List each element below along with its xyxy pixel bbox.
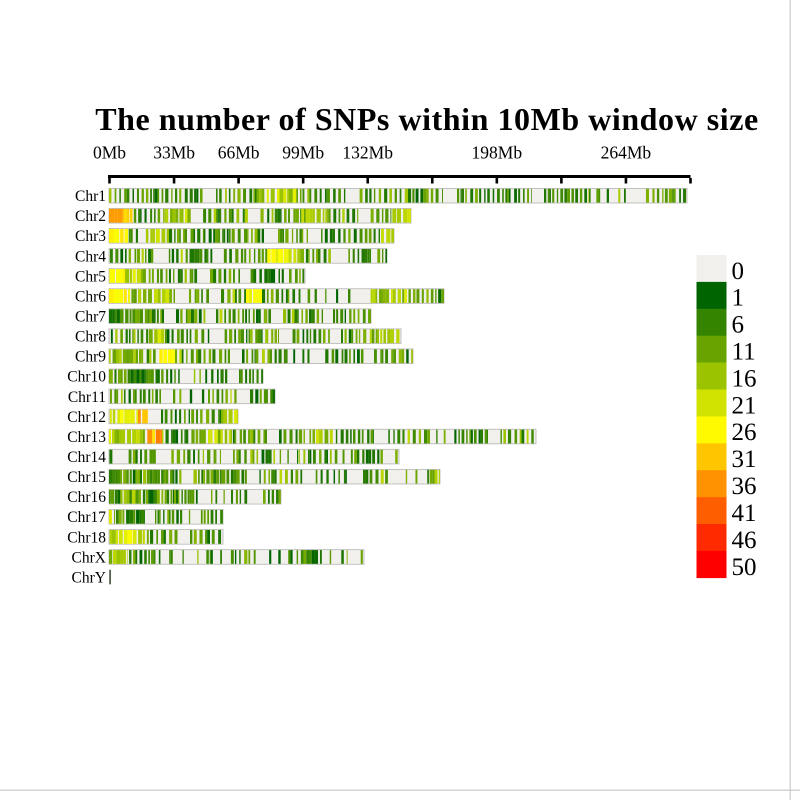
svg-text:Chr18: Chr18: [67, 529, 106, 546]
svg-text:Chr6: Chr6: [75, 288, 106, 305]
svg-text:The number of SNPs within 10Mb: The number of SNPs within 10Mb window si…: [95, 101, 758, 137]
svg-text:11: 11: [732, 339, 756, 366]
svg-text:132Mb: 132Mb: [342, 143, 393, 163]
svg-text:Chr10: Chr10: [67, 369, 106, 386]
svg-text:198Mb: 198Mb: [472, 143, 523, 163]
svg-text:21: 21: [732, 392, 757, 419]
svg-text:0Mb: 0Mb: [93, 143, 126, 163]
svg-text:46: 46: [732, 527, 757, 554]
svg-text:Chr7: Chr7: [75, 309, 106, 326]
svg-text:99Mb: 99Mb: [282, 143, 324, 163]
svg-text:Chr9: Chr9: [75, 349, 106, 366]
svg-text:Chr12: Chr12: [67, 409, 106, 426]
svg-text:1: 1: [732, 285, 745, 312]
svg-text:Chr11: Chr11: [68, 389, 106, 406]
svg-text:Chr5: Chr5: [75, 268, 106, 285]
svg-text:31: 31: [732, 446, 757, 473]
svg-text:Chr16: Chr16: [67, 489, 106, 506]
svg-text:Chr8: Chr8: [75, 329, 106, 346]
svg-text:26: 26: [732, 419, 757, 446]
svg-text:ChrX: ChrX: [72, 549, 106, 566]
svg-text:Chr4: Chr4: [75, 248, 106, 265]
svg-text:6: 6: [732, 312, 745, 339]
svg-text:0: 0: [732, 258, 745, 285]
svg-text:33Mb: 33Mb: [153, 143, 195, 163]
svg-text:41: 41: [732, 500, 757, 527]
svg-text:Chr3: Chr3: [75, 228, 106, 245]
svg-text:Chr15: Chr15: [67, 469, 106, 486]
svg-text:36: 36: [732, 473, 757, 500]
svg-text:Chr1: Chr1: [75, 188, 106, 205]
svg-text:Chr2: Chr2: [75, 208, 106, 225]
svg-text:264Mb: 264Mb: [601, 143, 652, 163]
svg-text:ChrY: ChrY: [72, 569, 106, 586]
svg-text:66Mb: 66Mb: [218, 143, 260, 163]
svg-text:Chr17: Chr17: [67, 509, 106, 526]
svg-text:Chr14: Chr14: [67, 449, 106, 466]
svg-text:16: 16: [732, 365, 757, 392]
svg-text:50: 50: [732, 554, 757, 581]
svg-text:Chr13: Chr13: [67, 429, 106, 446]
